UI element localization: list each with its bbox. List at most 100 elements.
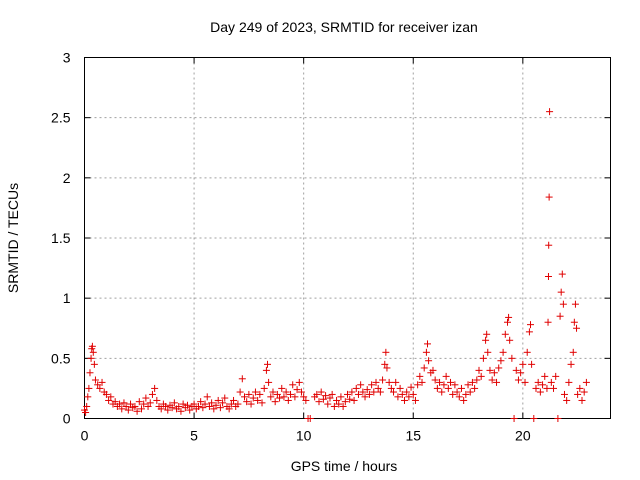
data-point (328, 390, 336, 398)
data-point (453, 388, 461, 396)
data-point (530, 415, 538, 422)
data-point (400, 396, 408, 404)
data-point (444, 384, 452, 392)
data-point (234, 400, 242, 408)
data-point (578, 396, 586, 404)
data-point (517, 369, 525, 377)
data-point (265, 378, 273, 386)
x-axis-label: GPS time / hours (291, 458, 398, 474)
data-point (120, 399, 128, 407)
data-point (254, 396, 262, 404)
data-point (565, 378, 573, 386)
data-point (559, 300, 567, 308)
data-point (567, 360, 575, 368)
data-point (473, 376, 481, 384)
data-point (563, 396, 571, 404)
data-point (111, 398, 119, 406)
data-point (557, 288, 565, 296)
data-point (227, 400, 235, 408)
data-point (251, 388, 259, 396)
data-point (190, 400, 198, 408)
data-point (416, 372, 424, 380)
data-point (361, 393, 369, 401)
data-point (267, 393, 275, 401)
data-point (337, 393, 345, 401)
data-point (466, 388, 474, 396)
data-point (127, 400, 135, 408)
data-point (354, 390, 362, 398)
data-point (210, 405, 218, 413)
data-points (81, 108, 590, 422)
data-point (484, 348, 492, 356)
data-point (315, 398, 323, 406)
data-point (116, 400, 124, 408)
data-point (493, 378, 501, 386)
data-point (539, 381, 547, 389)
data-point (208, 399, 216, 407)
x-tick-label: 20 (515, 428, 531, 444)
data-point (433, 384, 441, 392)
data-point (352, 384, 360, 392)
data-point (278, 384, 286, 392)
data-point (88, 342, 96, 350)
data-point (260, 384, 268, 392)
data-point (137, 405, 145, 413)
axis-ticks (84, 57, 611, 419)
data-point (431, 376, 439, 384)
data-point (414, 381, 422, 389)
data-point (468, 378, 476, 386)
data-point (547, 378, 555, 386)
data-point (197, 398, 205, 406)
data-point (269, 388, 277, 396)
data-point (107, 393, 115, 401)
data-point (527, 321, 535, 329)
data-point (368, 381, 376, 389)
data-point (273, 390, 281, 398)
data-point (403, 388, 411, 396)
data-point (374, 384, 382, 392)
data-point (387, 384, 395, 392)
data-point (508, 354, 516, 362)
data-point (471, 384, 479, 392)
data-point (300, 393, 308, 401)
data-point (322, 392, 330, 400)
data-point (184, 401, 192, 409)
data-point (289, 381, 297, 389)
data-point (499, 348, 507, 356)
data-point (179, 400, 187, 408)
data-point (519, 360, 527, 368)
data-point (291, 393, 299, 401)
x-tick-label: 15 (405, 428, 421, 444)
data-point (140, 400, 148, 408)
data-point (276, 394, 284, 402)
data-point (560, 390, 568, 398)
data-point (405, 393, 413, 401)
data-point (544, 273, 552, 281)
data-point (381, 360, 389, 368)
data-point (142, 394, 150, 402)
data-point (506, 336, 514, 344)
data-point (280, 393, 288, 401)
data-point (482, 336, 490, 344)
data-point (216, 404, 224, 412)
y-tick-label: 3 (63, 50, 71, 66)
data-point (102, 390, 110, 398)
data-point (271, 398, 279, 406)
data-point (89, 348, 97, 356)
data-point (87, 354, 95, 362)
data-point (525, 328, 533, 336)
data-point (144, 402, 152, 410)
data-point (372, 378, 380, 386)
data-point (333, 396, 341, 404)
data-point (199, 404, 207, 412)
data-point (423, 340, 431, 348)
data-point (256, 390, 264, 398)
data-point (477, 372, 485, 380)
data-point (451, 381, 459, 389)
data-point (394, 393, 402, 401)
data-point (348, 388, 356, 396)
data-point (175, 402, 183, 410)
data-point (552, 372, 560, 380)
y-tick-label: 1.5 (51, 230, 71, 246)
